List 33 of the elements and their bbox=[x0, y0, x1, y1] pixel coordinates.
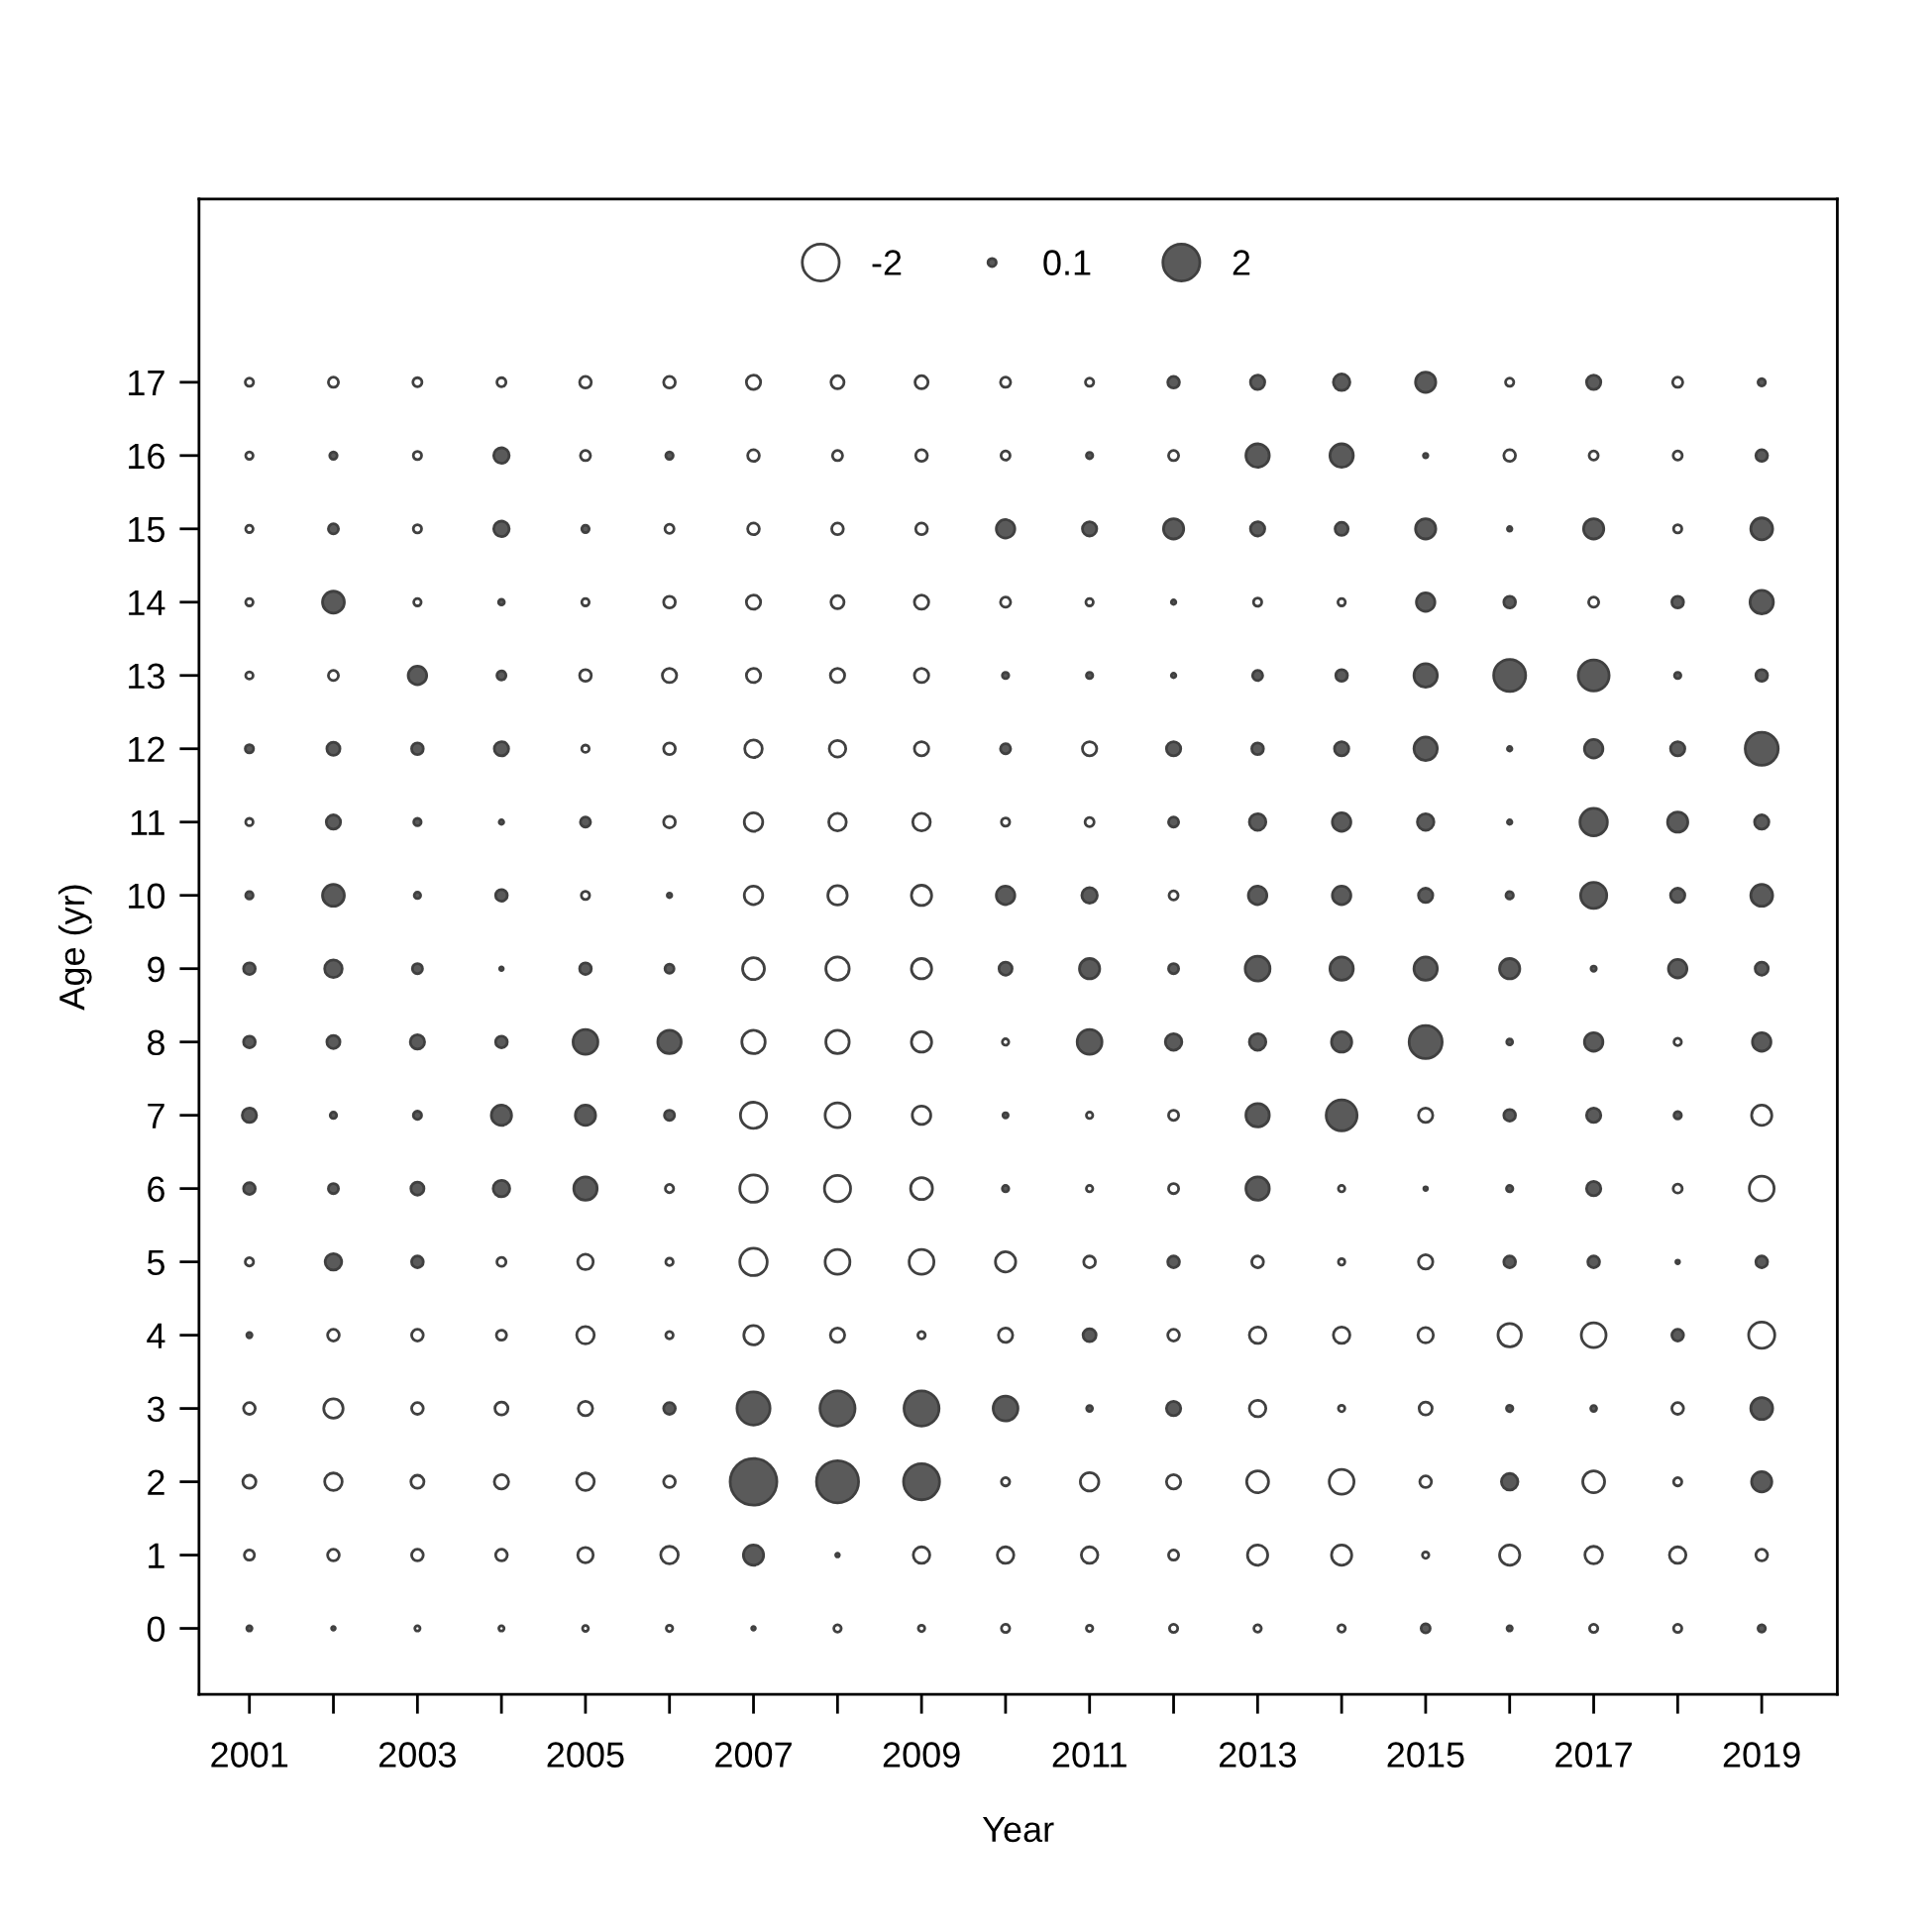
y-tick-label: 15 bbox=[129, 517, 165, 543]
x-tick-label: 2009 bbox=[883, 1742, 960, 1768]
x-tick-label: 2019 bbox=[1723, 1742, 1800, 1768]
y-tick-label: 2 bbox=[148, 1469, 164, 1495]
y-tick-label: 12 bbox=[129, 736, 164, 762]
legend-label: 2 bbox=[1233, 250, 1250, 275]
y-tick-label: 17 bbox=[129, 371, 164, 395]
y-tick-label: 6 bbox=[148, 1176, 164, 1203]
legend-label: 0.1 bbox=[1043, 250, 1091, 275]
y-tick-label: 13 bbox=[129, 663, 164, 690]
y-tick-label: 5 bbox=[147, 1249, 164, 1276]
y-tick-label: 4 bbox=[147, 1323, 165, 1348]
y-tick-label: 16 bbox=[129, 443, 164, 470]
y-tick-label: 9 bbox=[148, 956, 164, 983]
y-tick-label: 8 bbox=[148, 1029, 164, 1056]
x-tick-label: 2001 bbox=[211, 1742, 288, 1768]
x-tick-label: 2013 bbox=[1219, 1742, 1296, 1768]
y-tick-label: 11 bbox=[131, 809, 164, 835]
y-axis-title: Age (yr) bbox=[57, 885, 92, 1011]
legend-label: -2 bbox=[872, 250, 902, 275]
x-tick-label: 2005 bbox=[547, 1742, 624, 1768]
y-tick-label: 0 bbox=[147, 1616, 165, 1642]
x-tick-label: 2003 bbox=[378, 1742, 456, 1768]
y-tick-label: 10 bbox=[129, 883, 165, 910]
x-tick-label: 2017 bbox=[1556, 1742, 1632, 1768]
x-tick-label: 2007 bbox=[715, 1742, 792, 1768]
y-tick-label: 3 bbox=[147, 1396, 164, 1423]
y-tick-label: 7 bbox=[148, 1103, 164, 1128]
x-tick-label: 2011 bbox=[1052, 1742, 1127, 1768]
x-tick-label: 2015 bbox=[1387, 1742, 1464, 1768]
y-tick-label: 1 bbox=[149, 1543, 164, 1568]
y-tick-label: 14 bbox=[129, 590, 165, 615]
x-axis-title: Year bbox=[982, 1817, 1054, 1843]
